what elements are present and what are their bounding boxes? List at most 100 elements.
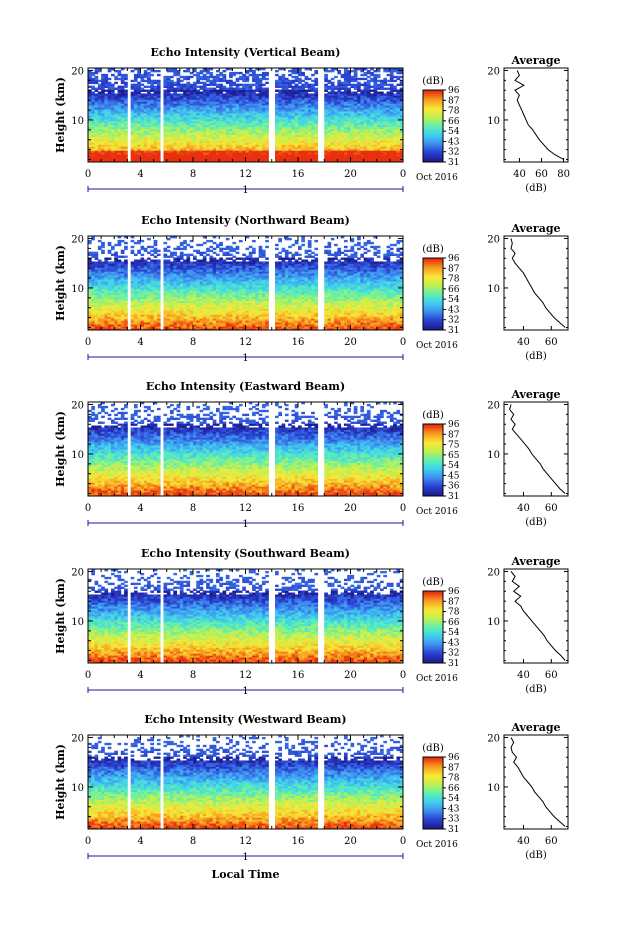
heatmap-cell: [341, 82, 345, 84]
heatmap-cell: [141, 74, 145, 76]
heatmap-cell: [186, 76, 190, 78]
heatmap-cell: [252, 84, 256, 86]
heatmap-cell: [98, 92, 102, 94]
heatmap-cell: [134, 74, 138, 76]
heatmap-cell: [360, 74, 364, 76]
heatmap-cell: [370, 72, 374, 74]
heatmap-cell: [183, 70, 187, 72]
heatmap-cell: [265, 78, 269, 80]
heatmap-cell: [177, 78, 181, 80]
heatmap-cell: [337, 70, 341, 72]
heatmap-cell: [114, 70, 118, 72]
heatmap-cell: [196, 86, 200, 88]
heatmap-cell: [377, 80, 381, 82]
heatmap-cell: [324, 74, 328, 76]
heatmap-cell: [170, 93, 174, 95]
heatmap-cell: [357, 82, 361, 84]
heatmap-cell: [219, 84, 223, 86]
heatmap-cell: [144, 70, 148, 72]
heatmap-cell: [387, 88, 391, 90]
colorbar-unit: (dB): [422, 76, 444, 87]
heatmap-cell: [200, 70, 204, 72]
y-tick-label: 20: [71, 66, 84, 77]
heatmap-cell: [380, 92, 384, 94]
heatmap-cell: [200, 86, 204, 88]
heatmap-cell: [367, 80, 371, 82]
heatmap-cell: [180, 76, 184, 78]
heatmap-cell: [305, 82, 309, 84]
heatmap-cell: [118, 70, 122, 72]
heatmap-cell: [114, 76, 118, 78]
heatmap-cell: [262, 88, 266, 90]
heatmap-cell: [229, 72, 233, 74]
heatmap-cell: [259, 78, 263, 80]
heatmap-cell: [364, 72, 368, 74]
heatmap-cell: [163, 76, 167, 78]
heatmap-cell: [288, 90, 292, 92]
heatmap-cell: [298, 78, 302, 80]
heatmap-cell: [114, 88, 118, 90]
heatmap-cell: [246, 84, 250, 86]
heatmap-cell: [226, 80, 230, 82]
heatmap-cell: [108, 82, 112, 84]
heatmap-cell: [301, 80, 305, 82]
heatmap-cell: [183, 84, 187, 86]
heatmap-cell: [213, 76, 217, 78]
heatmap-cell: [95, 88, 99, 90]
heatmap-cells: [88, 236, 403, 330]
heatmap-cell: [265, 72, 269, 74]
heatmap-cell: [121, 74, 125, 76]
heatmap-cell: [337, 80, 341, 82]
heatmap-cell: [114, 82, 118, 84]
heatmap-cell: [351, 92, 355, 94]
heatmap-cell: [206, 88, 210, 90]
heatmap-cell: [167, 76, 171, 78]
heatmap-cell: [101, 74, 105, 76]
heatmap-cell: [360, 84, 364, 86]
heatmap-cell: [367, 76, 371, 78]
heatmap-cell: [396, 84, 400, 86]
heatmap-cell: [334, 92, 338, 94]
heatmap-cell: [236, 72, 240, 74]
heatmap-cell: [295, 84, 299, 86]
heatmap-cell: [393, 80, 397, 82]
heatmap-cell: [301, 84, 305, 86]
heatmap-cell: [367, 70, 371, 72]
heatmap-cell: [393, 93, 397, 95]
heatmap-cell: [275, 93, 279, 95]
heatmap-cell: [131, 84, 135, 86]
heatmap-cell: [95, 93, 99, 95]
heatmap-cell: [311, 93, 315, 95]
heatmap-cell: [163, 90, 167, 92]
heatmap-cell: [121, 86, 125, 88]
heatmap-cell: [275, 80, 279, 82]
heatmap-cell: [144, 86, 148, 88]
panel-title: Echo Intensity (Northward Beam): [141, 214, 350, 227]
heatmap-cell: [370, 86, 374, 88]
heatmap-cell: [114, 93, 118, 95]
heatmap-cell: [255, 93, 259, 95]
heatmap-cell: [357, 78, 361, 80]
heatmap-cell: [305, 76, 309, 78]
x-tick-label: 16: [292, 169, 305, 180]
colorbar-tick-label: 43: [448, 137, 460, 147]
heatmap-cell: [265, 82, 269, 84]
heatmap-cell: [331, 82, 335, 84]
average-x-tick-label: 80: [557, 169, 570, 180]
heatmap-cell: [308, 84, 312, 86]
heatmap-cell: [131, 80, 135, 82]
heatmap-cell: [206, 84, 210, 86]
heatmap-cell: [154, 80, 158, 82]
heatmap-cell: [262, 72, 266, 74]
heatmap-cell: [104, 93, 108, 95]
panel-title: Echo Intensity (Vertical Beam): [150, 46, 340, 59]
heatmap-cell: [331, 78, 335, 80]
heatmap-cell: [177, 93, 181, 95]
heatmap-cell: [91, 86, 95, 88]
x-tick-label: 12: [239, 169, 252, 180]
heatmap-cell: [91, 92, 95, 94]
heatmap-cell: [131, 92, 135, 94]
heatmap-cell: [351, 84, 355, 86]
heatmap-cell: [291, 80, 295, 82]
heatmap-cell: [242, 84, 246, 86]
